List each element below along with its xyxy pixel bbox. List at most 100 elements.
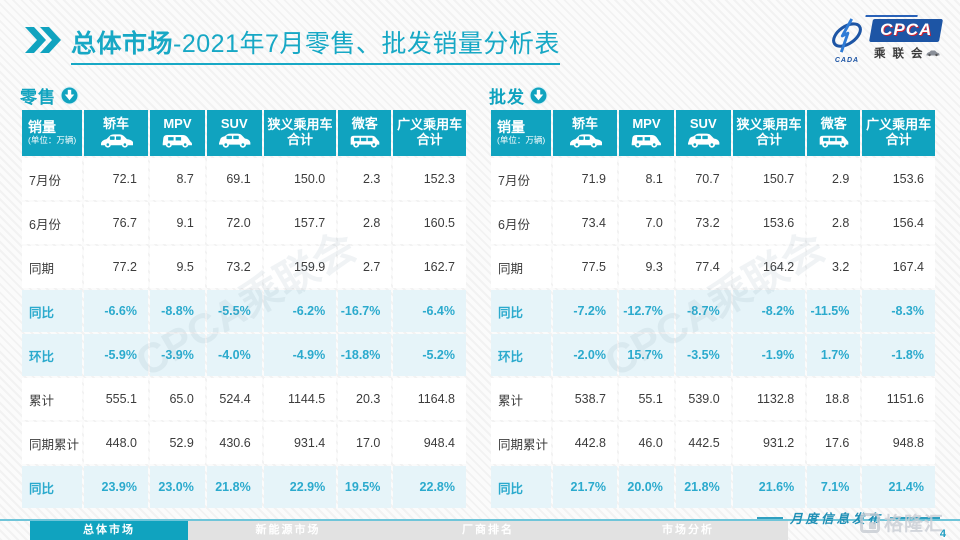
column-header: MPV [149, 110, 205, 156]
row-label: 累计 [22, 378, 83, 420]
value-cell: -16.7% [338, 290, 392, 332]
value-cell: -5.2% [393, 334, 466, 376]
value-cell: 2.3 [338, 158, 392, 200]
column-header: 狭义乘用车 合计 [263, 110, 337, 156]
value-cell: 15.7% [618, 334, 674, 376]
value-cell: 167.4 [862, 246, 935, 288]
tab-1[interactable]: 新能源市场 [188, 521, 388, 540]
value-cell: -11.5% [807, 290, 861, 332]
retail-table: 销量 (单位：万辆) 轿车 MPV SUV 狭义乘用车 合计 微客 广义乘用车 合计 7月份 72.1… [20, 108, 468, 510]
value-cell: 9.5 [149, 246, 205, 288]
gelonghui-text: 格隆汇 [883, 514, 944, 535]
value-cell: 21.8% [206, 466, 262, 508]
wholesale-table: 销量 (单位：万辆) 轿车 MPV SUV 狭义乘用车 合计 微客 广义乘用车 合计 7月份 71.9… [489, 108, 937, 510]
row-label: 同比 [491, 466, 552, 508]
value-cell: -3.5% [675, 334, 731, 376]
retail-title: 零售 [20, 87, 56, 107]
column-header: 轿车 [553, 110, 617, 156]
value-cell: 1144.5 [263, 378, 337, 420]
value-cell: 157.7 [263, 202, 337, 244]
value-cell: -18.8% [338, 334, 392, 376]
value-cell: 73.2 [206, 246, 262, 288]
table-row: 累计 555.1 65.0 524.4 1144.5 20.3 1164.8 [22, 378, 466, 420]
value-cell: 931.4 [263, 422, 337, 464]
row-label: 累计 [491, 378, 552, 420]
value-cell: 1164.8 [393, 378, 466, 420]
table-row: 同期累计 448.0 52.9 430.6 931.4 17.0 948.4 [22, 422, 466, 464]
column-header-sales: 销量 (单位：万辆) [491, 110, 552, 156]
value-cell: 7.0 [618, 202, 674, 244]
row-label: 7月份 [491, 158, 552, 200]
value-cell: 442.5 [675, 422, 731, 464]
value-cell: 2.8 [338, 202, 392, 244]
cpca-chinese-name: 乘联会 [871, 45, 941, 61]
value-cell: 23.9% [84, 466, 148, 508]
page-title: 总体市场-2021年7月零售、批发销量分析表 [71, 24, 560, 65]
value-cell: 21.4% [862, 466, 935, 508]
cpca-logo: CADA CPCA 乘联会 [827, 13, 945, 67]
value-cell: 72.1 [84, 158, 148, 200]
tab-2[interactable]: 厂商排名 [388, 521, 588, 540]
column-header-sales: 销量 (单位：万辆) [22, 110, 83, 156]
value-cell: 430.6 [206, 422, 262, 464]
value-cell: 7.1% [807, 466, 861, 508]
value-cell: 1.7% [807, 334, 861, 376]
sedan-car-icon [553, 133, 617, 148]
value-cell: 17.6 [807, 422, 861, 464]
value-cell: -12.7% [618, 290, 674, 332]
header-row: 销量 (单位：万辆) 轿车 MPV SUV 狭义乘用车 合计 微客 广义乘用车 合计 [22, 110, 466, 156]
value-cell: 52.9 [149, 422, 205, 464]
column-header: SUV [675, 110, 731, 156]
value-cell: 21.7% [553, 466, 617, 508]
download-arrow-icon [529, 85, 548, 105]
value-cell: 448.0 [84, 422, 148, 464]
column-header: 微客 [338, 110, 392, 156]
row-label: 同期累计 [491, 422, 552, 464]
value-cell: 20.3 [338, 378, 392, 420]
value-cell: 931.2 [732, 422, 806, 464]
cada-swoosh-icon: CADA [827, 17, 867, 64]
table-row: 同比 -7.2% -12.7% -8.7% -8.2% -11.5% -8.3% [491, 290, 935, 332]
value-cell: -2.0% [553, 334, 617, 376]
value-cell: -6.6% [84, 290, 148, 332]
value-cell: 2.7 [338, 246, 392, 288]
tab-3[interactable]: 市场分析 [588, 521, 788, 540]
value-cell: 160.5 [393, 202, 466, 244]
value-cell: 9.1 [149, 202, 205, 244]
footer-note-text: 月度信息发布 [789, 511, 883, 526]
row-label: 同期 [491, 246, 552, 288]
cpca-wordmark: CPCA 乘联会 [868, 19, 944, 61]
row-label: 同期累计 [22, 422, 83, 464]
value-cell: 46.0 [618, 422, 674, 464]
tab-0[interactable]: 总体市场 [30, 521, 188, 540]
table-row: 同比 23.9% 23.0% 21.8% 22.9% 19.5% 22.8% [22, 466, 466, 508]
value-cell: 69.1 [206, 158, 262, 200]
column-header: 轿车 [84, 110, 148, 156]
tiny-car-icon [926, 50, 939, 57]
title-section-name: 总体市场 [71, 30, 174, 58]
value-cell: 72.0 [206, 202, 262, 244]
value-cell: 76.7 [84, 202, 148, 244]
table-row: 7月份 72.1 8.7 69.1 150.0 2.3 152.3 [22, 158, 466, 200]
value-cell: -8.7% [675, 290, 731, 332]
value-cell: 17.0 [338, 422, 392, 464]
title-detail: -2021年7月零售、批发销量分析表 [173, 30, 560, 58]
double-chevron-icon [25, 27, 61, 53]
value-cell: 73.2 [675, 202, 731, 244]
table-row: 6月份 73.4 7.0 73.2 153.6 2.8 156.4 [491, 202, 935, 244]
header-row: 销量 (单位：万辆) 轿车 MPV SUV 狭义乘用车 合计 微客 广义乘用车 合计 [491, 110, 935, 156]
suv-car-icon [207, 133, 262, 148]
value-cell: 538.7 [553, 378, 617, 420]
cada-label: CADA [834, 56, 860, 64]
table-row: 环比 -5.9% -3.9% -4.0% -4.9% -18.8% -5.2% [22, 334, 466, 376]
wholesale-title: 批发 [489, 87, 525, 107]
footer-divider-line [0, 519, 960, 521]
value-cell: 150.7 [732, 158, 806, 200]
value-cell: -8.3% [862, 290, 935, 332]
section-label-wholesale: 批发 [489, 84, 937, 107]
row-label: 环比 [491, 334, 552, 376]
gelonghui-watermark: 格隆汇 [859, 509, 944, 536]
